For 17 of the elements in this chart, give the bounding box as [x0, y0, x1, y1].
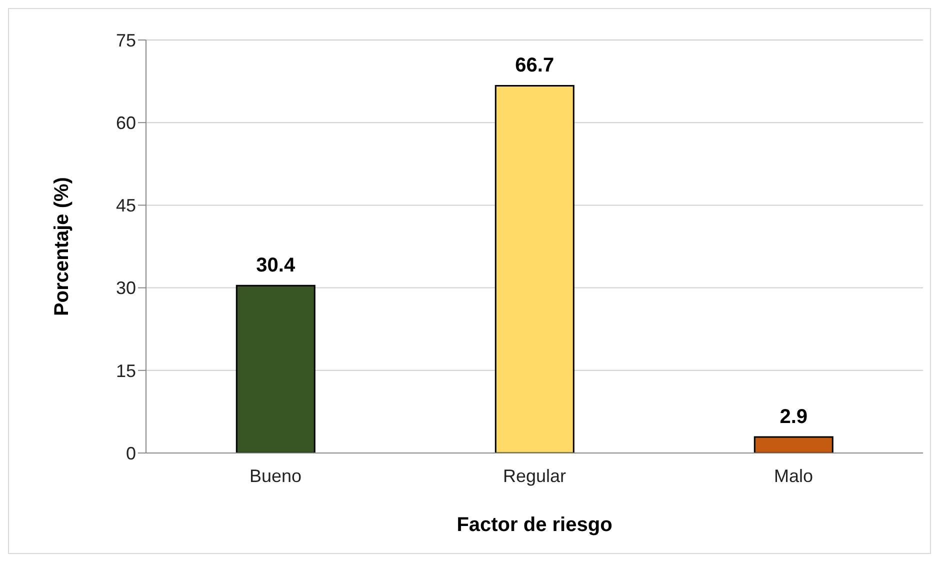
- bar: [754, 436, 834, 453]
- y-tick-label: 60: [116, 112, 136, 133]
- y-axis-title: Porcentaje (%): [51, 177, 74, 316]
- y-tick-label: 0: [126, 443, 136, 464]
- x-axis-title: Factor de riesgo: [456, 514, 612, 536]
- x-tick-label: Regular: [502, 466, 566, 486]
- bar: [236, 284, 316, 453]
- data-label: 30.4: [256, 254, 296, 277]
- y-tick-label: 45: [116, 196, 136, 216]
- y-tick-label: 75: [116, 30, 136, 50]
- bar: [494, 84, 574, 453]
- y-tick-label: 30: [116, 278, 136, 298]
- x-tick-label: Bueno: [249, 466, 302, 486]
- data-label: 2.9: [780, 406, 808, 428]
- y-tick-label: 15: [116, 360, 136, 381]
- data-label: 66.7: [515, 54, 554, 77]
- x-tick-label: Malo: [774, 466, 814, 486]
